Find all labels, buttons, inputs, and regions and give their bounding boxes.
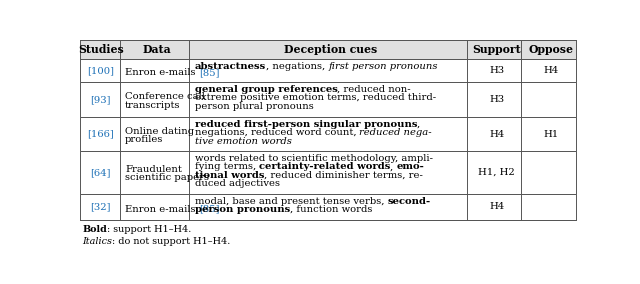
Text: , reduced non-: , reduced non- (337, 85, 411, 94)
Text: negations, reduced word count,: negations, reduced word count, (195, 128, 359, 137)
Text: [32]: [32] (91, 202, 111, 211)
Text: person pronouns: person pronouns (195, 205, 290, 214)
Text: [166]: [166] (88, 130, 114, 139)
Text: modal, base and present tense verbs,: modal, base and present tense verbs, (195, 197, 387, 206)
Text: [85]: [85] (199, 205, 220, 214)
Text: first person pronouns: first person pronouns (328, 62, 438, 71)
Text: extreme positive emotion terms, reduced third-: extreme positive emotion terms, reduced … (195, 93, 436, 102)
Bar (80, 39, 576, 59)
Text: , negations,: , negations, (266, 62, 328, 71)
Text: Fraudulent: Fraudulent (125, 165, 182, 174)
Bar (80, 194, 576, 220)
Text: fying terms,: fying terms, (195, 162, 259, 171)
Text: person plural pronouns: person plural pronouns (195, 102, 314, 111)
Text: Enron e-mails: Enron e-mails (125, 68, 199, 77)
Text: general group references: general group references (195, 85, 337, 94)
Text: Online dating: Online dating (125, 127, 195, 136)
Text: ,: , (390, 162, 397, 171)
Text: Enron e-mails: Enron e-mails (125, 205, 199, 214)
Text: profiles: profiles (125, 135, 163, 144)
Text: emo-: emo- (397, 162, 424, 171)
Text: Italics: Italics (83, 237, 113, 247)
Bar (80, 151, 576, 194)
Text: tive emotion words: tive emotion words (195, 137, 291, 146)
Text: H1: H1 (543, 130, 559, 139)
Bar (80, 117, 576, 151)
Text: words related to scientific methodology, ampli-: words related to scientific methodology,… (195, 154, 433, 163)
Text: tional words: tional words (195, 170, 264, 179)
Text: H4: H4 (489, 202, 504, 211)
Text: Studies: Studies (78, 44, 124, 55)
Text: [100]: [100] (87, 66, 115, 75)
Text: reduced first-person singular pronouns: reduced first-person singular pronouns (195, 120, 417, 129)
Bar (80, 82, 576, 117)
Text: Deception cues: Deception cues (284, 44, 377, 55)
Text: H4: H4 (543, 66, 559, 75)
Bar (80, 59, 576, 82)
Text: abstractness: abstractness (195, 62, 266, 71)
Text: ,: , (417, 120, 420, 129)
Text: H3: H3 (489, 95, 504, 104)
Text: , reduced diminisher terms, re-: , reduced diminisher terms, re- (264, 170, 423, 179)
Text: , function words: , function words (290, 205, 372, 214)
Text: H3: H3 (489, 66, 504, 75)
Text: Bold: Bold (83, 225, 108, 234)
Text: Data: Data (142, 44, 171, 55)
Text: duced adjectives: duced adjectives (195, 179, 280, 188)
Text: [64]: [64] (91, 168, 111, 177)
Text: Oppose: Oppose (529, 44, 573, 55)
Text: Conference call: Conference call (125, 93, 205, 101)
Text: certainty-related words: certainty-related words (259, 162, 390, 171)
Text: : support H1–H4.: : support H1–H4. (108, 225, 191, 234)
Text: transcripts: transcripts (125, 101, 180, 110)
Text: Support: Support (472, 44, 521, 55)
Text: [85]: [85] (199, 68, 220, 77)
Text: reduced nega-: reduced nega- (359, 128, 432, 137)
Text: [93]: [93] (91, 95, 111, 104)
Text: H1, H2: H1, H2 (478, 168, 515, 177)
Text: second-: second- (387, 197, 430, 206)
Text: H4: H4 (489, 130, 504, 139)
Text: : do not support H1–H4.: : do not support H1–H4. (113, 237, 231, 247)
Text: scientific papers: scientific papers (125, 174, 209, 183)
